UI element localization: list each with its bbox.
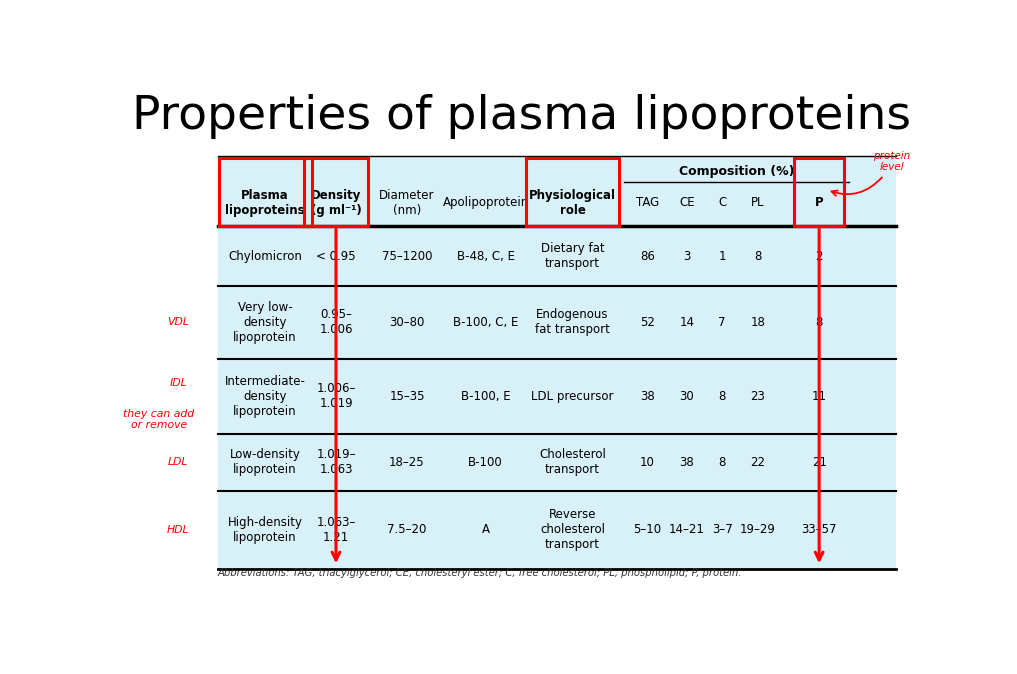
Text: Cholesterol
transport: Cholesterol transport — [539, 448, 606, 477]
Text: Properties of plasma lipoproteins: Properties of plasma lipoproteins — [132, 94, 910, 139]
Text: B-100, E: B-100, E — [461, 390, 511, 402]
Text: 14: 14 — [679, 315, 695, 329]
Text: 22: 22 — [751, 456, 765, 469]
Text: HDL: HDL — [167, 525, 189, 534]
Text: C: C — [718, 196, 726, 210]
Text: A: A — [482, 523, 490, 537]
Text: 7: 7 — [718, 315, 726, 329]
Text: 7.5–20: 7.5–20 — [387, 523, 426, 537]
Text: Density
(g ml⁻¹): Density (g ml⁻¹) — [310, 189, 361, 217]
Text: they can add
or remove: they can add or remove — [123, 408, 194, 430]
Text: 11: 11 — [812, 390, 827, 402]
Text: Chylomicron: Chylomicron — [228, 249, 302, 263]
Text: 21: 21 — [812, 456, 827, 469]
Text: protein
level: protein level — [873, 150, 910, 172]
Text: Diameter
(nm): Diameter (nm) — [379, 189, 434, 217]
Text: High-density
lipoprotein: High-density lipoprotein — [228, 516, 302, 544]
Text: 18–25: 18–25 — [390, 456, 425, 469]
Text: B-48, C, E: B-48, C, E — [457, 249, 515, 263]
Text: TAG: TAG — [636, 196, 659, 210]
Text: B-100, C, E: B-100, C, E — [453, 315, 519, 329]
Text: 1.019–
1.063: 1.019– 1.063 — [316, 448, 356, 477]
Text: 3–7: 3–7 — [712, 523, 732, 537]
Text: Composition (%): Composition (%) — [678, 165, 794, 178]
Text: 38: 38 — [679, 456, 695, 469]
Text: Apolipoprotein: Apolipoprotein — [442, 196, 529, 210]
Text: Physiological
role: Physiological role — [529, 189, 616, 217]
Text: Dietary fat
transport: Dietary fat transport — [541, 242, 604, 270]
Text: 8: 8 — [754, 249, 762, 263]
Text: 8: 8 — [718, 390, 726, 402]
Text: < 0.95: < 0.95 — [316, 249, 356, 263]
Text: 5–10: 5–10 — [634, 523, 661, 537]
Text: 33–57: 33–57 — [801, 523, 837, 537]
Text: PL: PL — [751, 196, 765, 210]
Text: Plasma
lipoproteins: Plasma lipoproteins — [225, 189, 305, 217]
Text: 1.063–
1.21: 1.063– 1.21 — [316, 516, 356, 544]
Text: B-100: B-100 — [469, 456, 503, 469]
Text: 23: 23 — [751, 390, 765, 402]
Text: LDL: LDL — [168, 458, 188, 467]
Text: 3: 3 — [683, 249, 691, 263]
Bar — [218, 156, 896, 569]
Text: 38: 38 — [640, 390, 655, 402]
Text: 10: 10 — [640, 456, 655, 469]
Text: Abbreviations: TAG, triacylglycerol; CE, cholesteryl ester; C, free cholesterol;: Abbreviations: TAG, triacylglycerol; CE,… — [218, 568, 742, 578]
Text: Reverse
cholesterol
transport: Reverse cholesterol transport — [540, 508, 605, 551]
Text: Low-density
lipoprotein: Low-density lipoprotein — [230, 448, 300, 477]
Text: 30–80: 30–80 — [390, 315, 425, 329]
Text: 8: 8 — [816, 315, 823, 329]
Text: P: P — [815, 196, 824, 210]
Text: 75–1200: 75–1200 — [381, 249, 432, 263]
Text: CE: CE — [679, 196, 695, 210]
Text: 15–35: 15–35 — [390, 390, 425, 402]
Bar — [794, 158, 844, 226]
Bar — [219, 158, 311, 226]
Text: 1: 1 — [718, 249, 726, 263]
Text: 8: 8 — [718, 456, 726, 469]
Bar — [526, 158, 619, 226]
Text: 14–21: 14–21 — [669, 523, 705, 537]
Bar — [304, 158, 368, 226]
Text: Intermediate-
density
lipoprotein: Intermediate- density lipoprotein — [225, 375, 305, 418]
Text: 2: 2 — [816, 249, 823, 263]
Text: VDL: VDL — [168, 317, 189, 327]
Text: 18: 18 — [751, 315, 765, 329]
Text: LDL precursor: LDL precursor — [531, 390, 613, 402]
Text: 19–29: 19–29 — [739, 523, 776, 537]
Text: 86: 86 — [640, 249, 655, 263]
Text: 0.95–
1.006: 0.95– 1.006 — [319, 308, 353, 336]
Text: 30: 30 — [679, 390, 695, 402]
Text: 1.006–
1.019: 1.006– 1.019 — [316, 382, 356, 410]
Text: 52: 52 — [640, 315, 655, 329]
Text: Very low-
density
lipoprotein: Very low- density lipoprotein — [233, 301, 297, 344]
Text: Endogenous
fat transport: Endogenous fat transport — [535, 308, 610, 336]
Text: IDL: IDL — [170, 378, 187, 388]
